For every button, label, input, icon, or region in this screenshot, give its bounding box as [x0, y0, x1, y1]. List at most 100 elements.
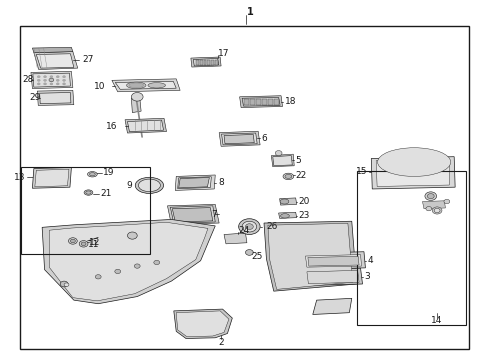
- Circle shape: [95, 275, 101, 279]
- Polygon shape: [312, 298, 351, 315]
- Ellipse shape: [285, 175, 291, 179]
- Circle shape: [134, 264, 140, 268]
- Bar: [195, 60, 198, 65]
- Circle shape: [37, 79, 40, 81]
- Polygon shape: [219, 131, 260, 146]
- Circle shape: [62, 83, 65, 85]
- Polygon shape: [272, 156, 292, 166]
- Text: 7: 7: [211, 210, 217, 219]
- Polygon shape: [32, 167, 71, 188]
- Ellipse shape: [135, 177, 163, 193]
- Polygon shape: [170, 206, 215, 224]
- Circle shape: [70, 239, 75, 243]
- Polygon shape: [239, 96, 282, 108]
- Polygon shape: [370, 157, 454, 189]
- Ellipse shape: [283, 173, 293, 180]
- Circle shape: [127, 232, 137, 239]
- Ellipse shape: [87, 172, 97, 177]
- Text: 11: 11: [87, 240, 99, 249]
- Polygon shape: [49, 222, 207, 301]
- Circle shape: [56, 76, 59, 78]
- Text: 12: 12: [89, 238, 101, 247]
- Bar: [21, 167, 150, 253]
- Text: 27: 27: [82, 55, 93, 64]
- Polygon shape: [115, 81, 176, 89]
- Polygon shape: [177, 177, 211, 189]
- Ellipse shape: [280, 199, 288, 204]
- Circle shape: [427, 194, 433, 199]
- Ellipse shape: [89, 173, 95, 176]
- Polygon shape: [224, 233, 246, 244]
- Polygon shape: [173, 309, 232, 338]
- Text: 5: 5: [295, 156, 301, 165]
- Polygon shape: [31, 71, 73, 89]
- Circle shape: [431, 207, 441, 214]
- Text: 20: 20: [298, 197, 309, 206]
- Text: 28: 28: [22, 76, 34, 85]
- Text: 22: 22: [295, 171, 306, 180]
- Circle shape: [62, 76, 65, 78]
- Ellipse shape: [85, 191, 91, 194]
- Polygon shape: [264, 221, 356, 291]
- Polygon shape: [178, 177, 209, 188]
- Polygon shape: [302, 252, 365, 270]
- Text: 17: 17: [217, 49, 229, 58]
- Circle shape: [49, 78, 54, 82]
- Polygon shape: [306, 270, 358, 284]
- Circle shape: [56, 79, 59, 81]
- Polygon shape: [221, 133, 257, 145]
- Polygon shape: [304, 268, 362, 285]
- Bar: [244, 99, 249, 105]
- Circle shape: [62, 79, 65, 81]
- Text: 16: 16: [106, 122, 118, 131]
- Bar: [207, 60, 210, 65]
- Polygon shape: [307, 256, 358, 266]
- Circle shape: [131, 93, 143, 101]
- Polygon shape: [176, 311, 228, 337]
- Circle shape: [425, 207, 431, 211]
- Circle shape: [154, 260, 159, 265]
- Text: 14: 14: [430, 316, 442, 325]
- Polygon shape: [112, 79, 180, 92]
- Polygon shape: [224, 134, 254, 144]
- Bar: [262, 99, 266, 105]
- Text: 8: 8: [218, 178, 224, 187]
- Polygon shape: [33, 73, 70, 87]
- Ellipse shape: [377, 148, 450, 176]
- Circle shape: [50, 83, 53, 85]
- Text: 29: 29: [29, 93, 41, 102]
- Polygon shape: [267, 224, 352, 289]
- Polygon shape: [190, 57, 221, 67]
- Circle shape: [43, 79, 46, 81]
- Ellipse shape: [280, 214, 289, 218]
- Polygon shape: [175, 175, 215, 190]
- Circle shape: [245, 224, 253, 229]
- Polygon shape: [193, 58, 218, 66]
- Bar: [215, 60, 218, 65]
- Circle shape: [238, 219, 260, 234]
- Circle shape: [43, 76, 46, 78]
- Polygon shape: [125, 118, 166, 133]
- Circle shape: [79, 240, 88, 247]
- Polygon shape: [37, 90, 74, 105]
- Text: 19: 19: [103, 168, 114, 177]
- Text: 3: 3: [363, 272, 369, 281]
- Bar: [203, 60, 206, 65]
- Circle shape: [68, 238, 77, 244]
- Polygon shape: [127, 120, 163, 132]
- Bar: [273, 99, 278, 105]
- Circle shape: [433, 208, 439, 213]
- Circle shape: [37, 76, 40, 78]
- Circle shape: [245, 249, 253, 255]
- Circle shape: [81, 242, 86, 246]
- Text: 24: 24: [238, 226, 249, 235]
- Ellipse shape: [84, 190, 93, 195]
- Bar: [267, 99, 272, 105]
- Polygon shape: [172, 208, 212, 222]
- Text: 2: 2: [218, 338, 224, 347]
- Polygon shape: [375, 159, 448, 186]
- Bar: [256, 99, 261, 105]
- Text: 4: 4: [367, 256, 373, 265]
- Text: 26: 26: [266, 222, 277, 231]
- Polygon shape: [167, 204, 219, 225]
